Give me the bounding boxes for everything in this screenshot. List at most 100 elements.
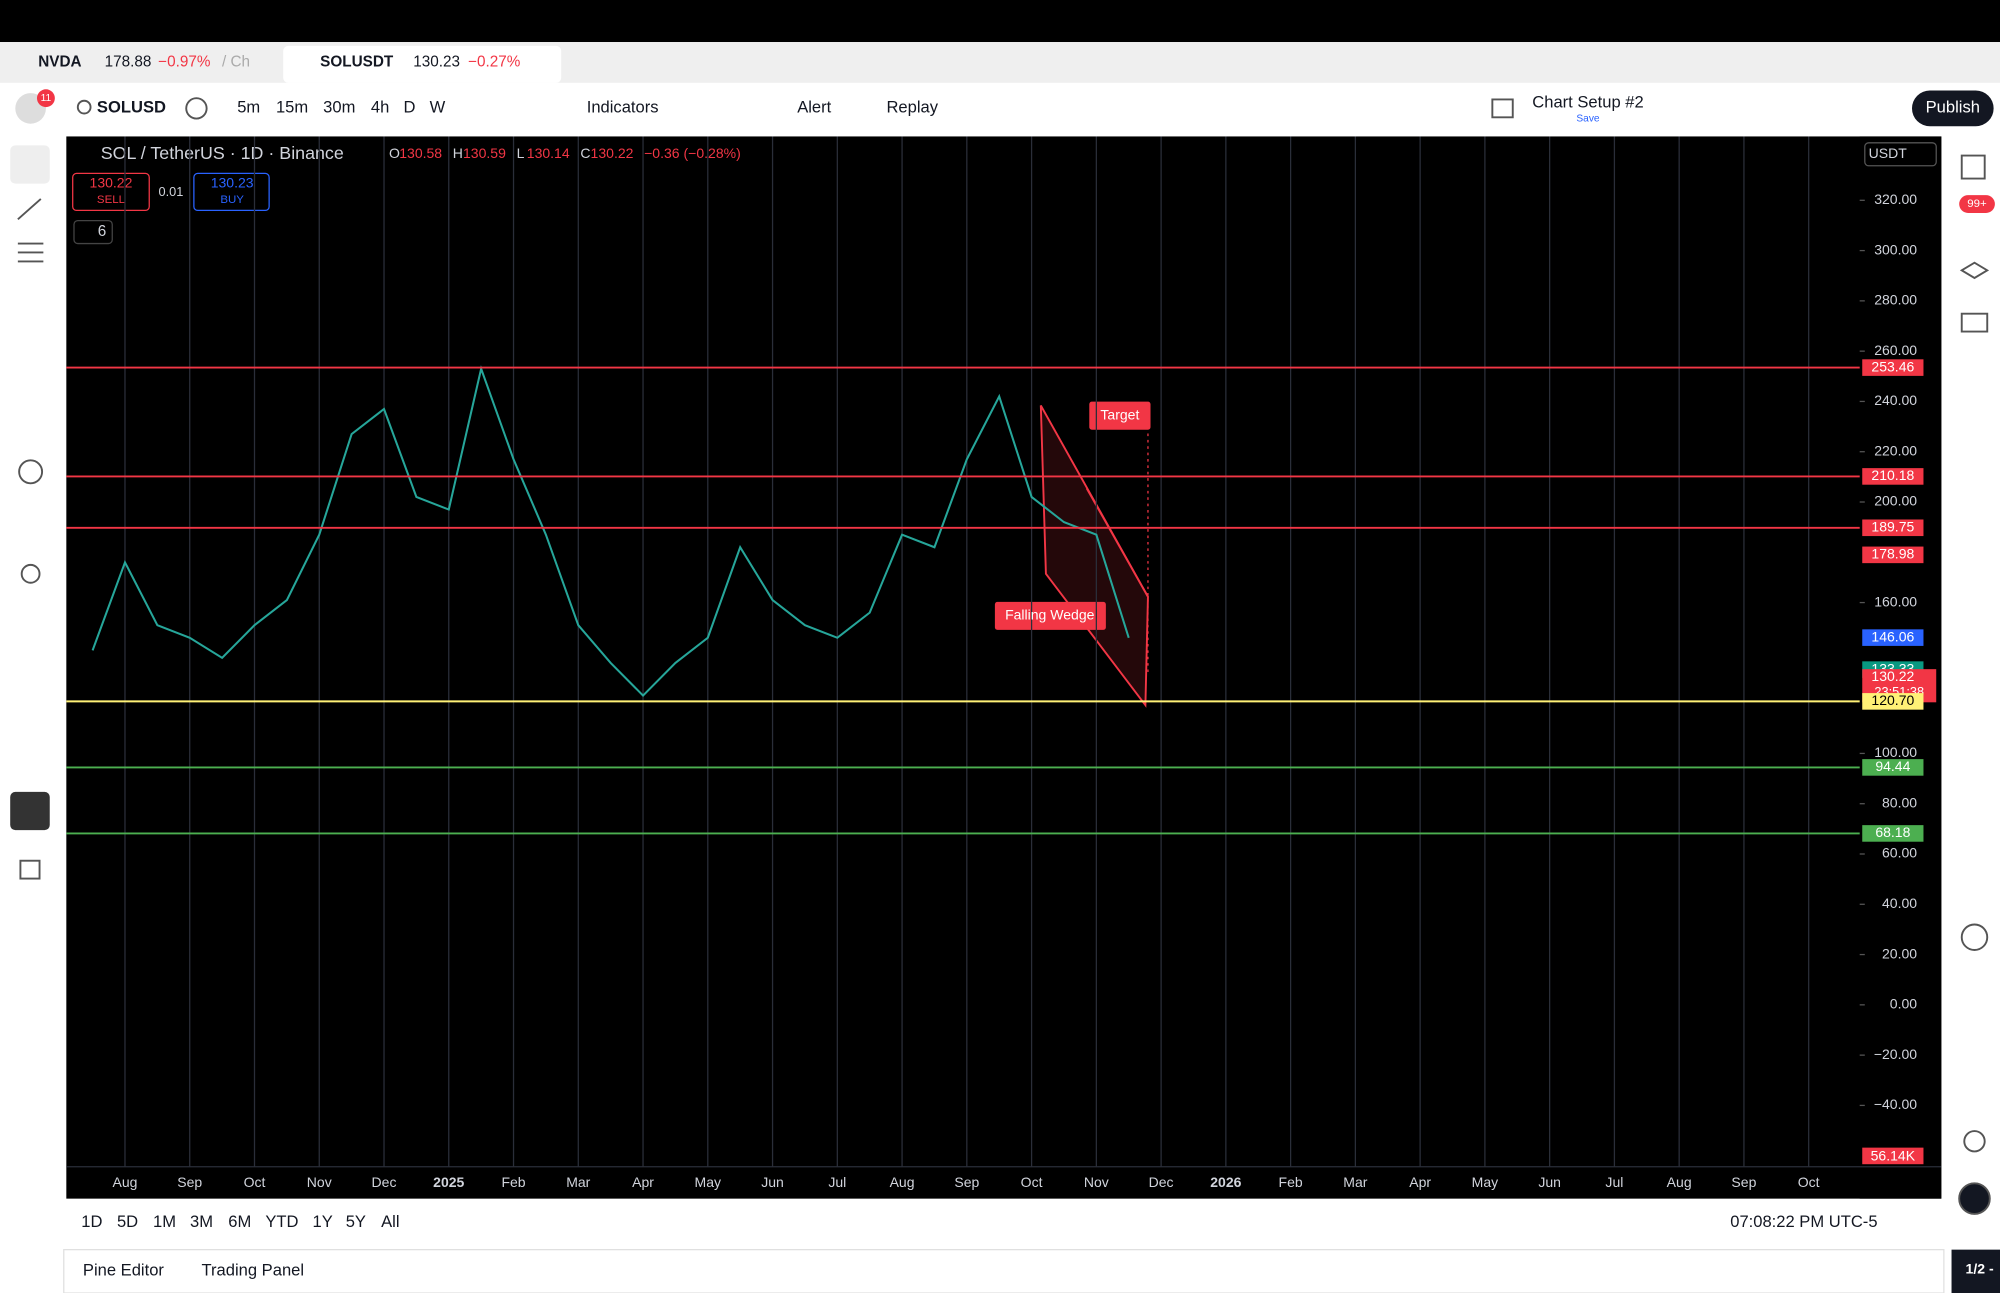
sell-label[interactable]: SELL <box>97 194 125 206</box>
x-tick-label: Apr <box>1409 1174 1431 1190</box>
y-tick-label: 0.00 <box>1890 996 1917 1012</box>
interval[interactable]: 5m <box>237 98 260 117</box>
y-tick-label: 40.00 <box>1882 895 1917 911</box>
ohlc-part: 130.59 <box>463 145 506 161</box>
annotation: Target <box>1100 406 1139 422</box>
x-tick-label: Apr <box>632 1174 654 1190</box>
x-tick-label: Oct <box>1798 1174 1820 1190</box>
alerts-badge-text: 99+ <box>1967 198 1987 210</box>
interval[interactable]: 15m <box>276 98 308 117</box>
range-button[interactable]: 3M <box>190 1212 213 1231</box>
range-button[interactable]: All <box>381 1212 399 1231</box>
ohlc-part: C <box>580 145 590 161</box>
pagination[interactable]: 1/2 - <box>1966 1261 1994 1277</box>
replay-button[interactable]: Replay <box>886 98 938 117</box>
alert-button[interactable]: Alert <box>797 98 831 117</box>
indicators-button[interactable]: Indicators <box>587 98 659 117</box>
tab-price: 130.23 <box>413 54 460 71</box>
bottom-tab[interactable]: Pine Editor <box>83 1261 165 1280</box>
left-toolbar <box>0 136 62 1293</box>
buy-label[interactable]: BUY <box>220 194 244 206</box>
level-label: 130.22 <box>1871 668 1914 684</box>
x-tick-label: Sep <box>177 1174 202 1190</box>
badge <box>36 89 55 108</box>
layout-name[interactable]: Chart Setup #2 <box>1532 93 1643 112</box>
level-label: 146.06 <box>1871 628 1914 644</box>
annotation: Falling Wedge <box>1005 607 1095 623</box>
y-tick-label: 160.00 <box>1874 593 1917 609</box>
interval[interactable]: W <box>430 98 446 117</box>
buy-price[interactable]: 130.23 <box>211 174 254 190</box>
x-tick-label: Mar <box>1343 1174 1367 1190</box>
target-box <box>1089 401 1151 430</box>
alerts-badge <box>1959 195 1995 213</box>
link-tool[interactable] <box>10 791 50 831</box>
symbol-search[interactable]: SOLUSD <box>97 98 166 117</box>
range-button[interactable]: 1M <box>153 1212 176 1231</box>
x-tick-label: May <box>695 1174 721 1190</box>
spread: 0.01 <box>159 184 184 199</box>
tab-symbol[interactable]: NVDA <box>38 54 81 71</box>
x-tick-label: Jul <box>828 1174 846 1190</box>
level-label: 120.70 <box>1871 692 1914 708</box>
y-tick-label: 60.00 <box>1882 845 1917 861</box>
level-label: 94.44 <box>1875 758 1910 774</box>
ohlc-part: L <box>517 145 525 161</box>
x-tick-label: Jul <box>1605 1174 1623 1190</box>
level-label: 253.46 <box>1871 358 1914 374</box>
indicator-count[interactable]: 6 <box>98 223 107 240</box>
x-tick-label: Dec <box>1149 1174 1174 1190</box>
level-label: 189.75 <box>1871 518 1914 534</box>
level-label-box <box>1862 546 1924 564</box>
volume-label-box <box>1862 1147 1924 1165</box>
y-tick-label: 300.00 <box>1874 241 1917 257</box>
active-tab[interactable] <box>283 45 562 83</box>
range-button[interactable]: YTD <box>265 1212 298 1231</box>
y-tick-label: 20.00 <box>1882 945 1917 961</box>
range-button[interactable]: 1Y <box>313 1212 333 1231</box>
sell-button[interactable] <box>72 172 150 212</box>
y-tick-label: 220.00 <box>1874 442 1917 458</box>
x-tick-label: Aug <box>1667 1174 1692 1190</box>
x-tick-label: Nov <box>307 1174 332 1190</box>
range-button[interactable]: 6M <box>228 1212 251 1231</box>
cursor-tool[interactable] <box>10 145 50 184</box>
x-tick-label: 2026 <box>1210 1174 1241 1190</box>
tab-symbol[interactable]: SOLUSDT <box>320 54 394 71</box>
range-button[interactable]: 1D <box>81 1212 102 1231</box>
level-label-box <box>1862 693 1924 710</box>
y-tick-label: 240.00 <box>1874 392 1917 408</box>
x-tick-label: May <box>1472 1174 1498 1190</box>
publish-button[interactable] <box>1911 90 1994 127</box>
currency-select[interactable] <box>1864 142 1937 167</box>
range-button[interactable]: 5D <box>117 1212 138 1231</box>
tab-change: −0.27% <box>468 54 521 71</box>
y-tick-label: 280.00 <box>1874 292 1917 308</box>
y-tick-label: 320.00 <box>1874 191 1917 207</box>
interval[interactable]: 30m <box>323 98 355 117</box>
x-tick-label: Mar <box>566 1174 590 1190</box>
sell-price[interactable]: 130.22 <box>90 174 133 190</box>
y-tick-label: 80.00 <box>1882 794 1917 810</box>
level-label-box <box>1862 825 1924 842</box>
x-tick-label: Nov <box>1084 1174 1109 1190</box>
range-button[interactable]: 5Y <box>346 1212 366 1231</box>
tab-extra: / Ch <box>222 54 250 71</box>
interval[interactable]: 4h <box>371 98 389 117</box>
currency-text[interactable]: USDT <box>1869 145 1908 161</box>
x-tick-label: Sep <box>1731 1174 1756 1190</box>
bottom-tab[interactable]: Trading Panel <box>202 1261 305 1280</box>
interval[interactable]: D <box>403 98 415 117</box>
bottom-panel <box>63 1249 1945 1293</box>
pagination-box <box>1951 1249 2000 1293</box>
publish-text[interactable]: Publish <box>1926 98 1980 117</box>
tool-icons <box>17 97 1991 1215</box>
clock: 07:08:22 PM UTC-5 <box>1730 1212 1877 1231</box>
y-tick-label: −20.00 <box>1874 1046 1917 1062</box>
buy-button[interactable] <box>193 172 270 212</box>
ohlc-part: 130.58 <box>399 145 442 161</box>
level-label-box <box>1862 519 1924 537</box>
indicator-toggle[interactable] <box>73 219 113 245</box>
level-label-box <box>1862 468 1924 485</box>
